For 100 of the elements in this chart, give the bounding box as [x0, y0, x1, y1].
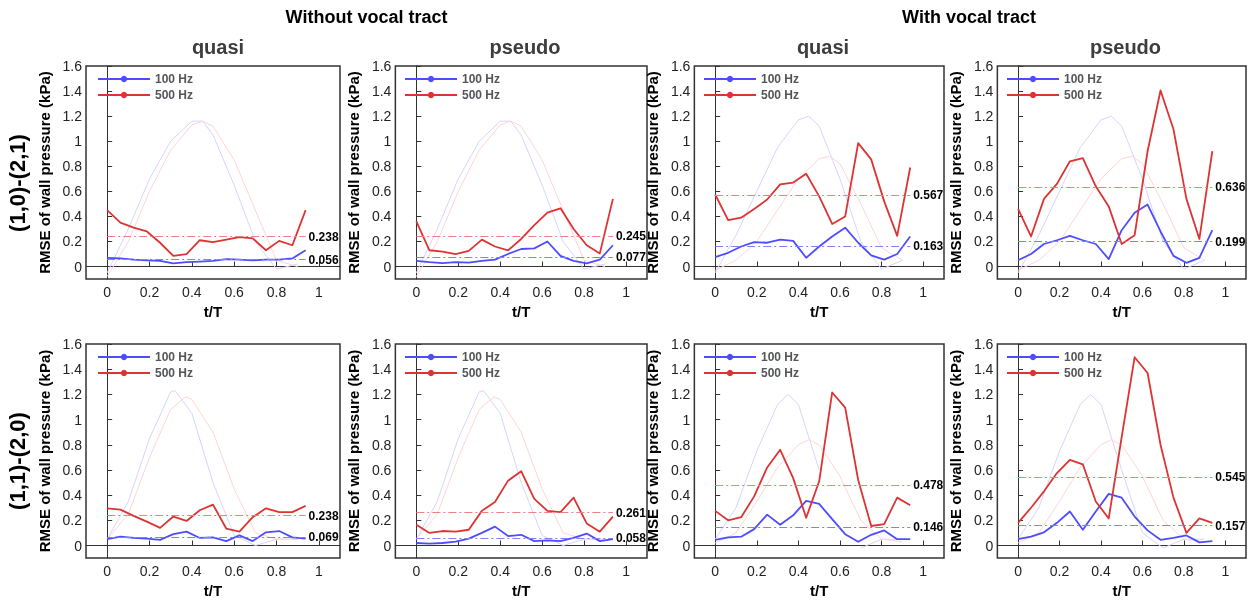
y-tick-label: 1	[682, 411, 691, 428]
legend-label: 500 Hz	[155, 88, 194, 102]
x-axis-title: t/T	[512, 303, 531, 320]
x-tick-label: 0.8	[266, 284, 287, 301]
y-tick-label: 0.2	[973, 512, 994, 529]
y-tick-label: 1.2	[670, 108, 691, 125]
line-series	[714, 499, 912, 543]
y-tick-label: 1.2	[371, 386, 392, 403]
x-axis-title: t/T	[1112, 303, 1131, 320]
y-tick-label: 1.2	[62, 108, 83, 125]
y-tick-label: 1.4	[670, 361, 691, 378]
line-series	[1017, 393, 1206, 549]
y-tick-label: 0	[74, 258, 83, 275]
x-tick-label: 0.8	[1174, 284, 1194, 301]
x-tick-label: 0.2	[139, 284, 160, 301]
x-tick-label: 0.6	[224, 563, 245, 580]
x-tick-label: 0.4	[788, 563, 809, 580]
x-tick-label: 0.6	[830, 563, 850, 580]
legend-label: 500 Hz	[462, 88, 501, 102]
y-tick-label: 1.2	[371, 108, 392, 125]
x-axis-title: t/T	[512, 582, 531, 599]
x-tick-label: 0.2	[1049, 284, 1070, 301]
legend-label: 100 Hz	[462, 350, 501, 364]
x-tick-label: 0.2	[448, 284, 469, 301]
y-tick-label: 1	[682, 133, 691, 150]
x-axis-title: t/T	[1112, 582, 1131, 599]
y-tick-label: 0.2	[371, 233, 392, 250]
y-axis-title: RMSE of wall pressure (kPa)	[947, 71, 964, 274]
y-tick-label: 0.8	[371, 158, 392, 175]
y-tick-label: 1.4	[973, 361, 994, 378]
y-tick-label: 1.2	[973, 386, 994, 403]
ref-line-label: 0.163	[913, 239, 944, 254]
y-axis-title: RMSE of wall pressure (kPa)	[35, 71, 53, 274]
text: (1,0)-(2,1)	[5, 133, 31, 232]
line-series	[1017, 203, 1214, 264]
y-tick-label: 1.6	[670, 336, 691, 352]
y-tick-label: 1.6	[371, 336, 392, 352]
y-tick-label: 1.4	[973, 83, 994, 100]
x-tick-label: 0.4	[490, 284, 511, 301]
x-tick-label: 0.6	[224, 284, 245, 301]
x-tick-label: 0.2	[139, 563, 160, 580]
y-tick-label: 1.2	[62, 386, 83, 403]
text: Without vocal tract	[285, 7, 448, 28]
legend-label: 500 Hz	[761, 88, 800, 102]
ref-line-label: 0.069	[308, 529, 339, 544]
y-tick-label: 0.4	[371, 208, 392, 225]
chart-title: pseudo	[1089, 36, 1162, 58]
legend-label: 100 Hz	[761, 72, 800, 86]
y-tick-label: 1	[985, 133, 994, 150]
y-tick-label: 1	[383, 133, 392, 150]
line-series	[106, 209, 307, 257]
line-series	[415, 240, 614, 265]
y-tick-label: 0.4	[973, 208, 994, 225]
legend-label: 100 Hz	[155, 350, 194, 364]
y-tick-label: 1	[383, 411, 392, 428]
ref-line-label: 0.077	[615, 249, 647, 264]
legend-label: 500 Hz	[1064, 366, 1103, 380]
x-tick-label: 0.4	[1091, 563, 1111, 580]
x-tick-label: 1	[622, 284, 631, 301]
x-tick-label: 0.4	[490, 563, 511, 580]
line-series	[1017, 155, 1206, 271]
legend-label: 100 Hz	[1064, 350, 1103, 364]
x-tick-label: 1	[622, 563, 631, 580]
line-series	[714, 226, 912, 261]
legend-label: 100 Hz	[1064, 72, 1103, 86]
y-tick-label: 1.4	[371, 83, 392, 100]
y-tick-label: 0	[985, 537, 994, 554]
y-tick-label: 0.2	[62, 512, 83, 529]
line-series	[106, 503, 307, 533]
y-tick-label: 0.6	[371, 461, 392, 478]
y-tick-label: 1.4	[670, 83, 691, 100]
ref-line-label: 0.567	[913, 188, 944, 203]
y-tick-label: 1.4	[62, 83, 83, 100]
y-tick-label: 0.6	[371, 183, 392, 200]
x-tick-label: 0.6	[532, 563, 553, 580]
line-series	[714, 115, 903, 274]
y-tick-label: 0.4	[62, 487, 83, 504]
y-tick-label: 0.6	[973, 461, 994, 478]
x-tick-label: 0.4	[1091, 284, 1111, 301]
x-tick-label: 0.8	[871, 563, 892, 580]
y-tick-label: 0.4	[670, 487, 691, 504]
chart-title: pseudo	[489, 36, 561, 58]
x-tick-label: 1	[1221, 563, 1230, 580]
line-series	[1017, 492, 1214, 544]
legend-label: 500 Hz	[761, 366, 800, 380]
x-tick-label: 1	[919, 563, 928, 580]
y-tick-label: 1	[985, 411, 994, 428]
y-tick-label: 0.6	[62, 461, 83, 478]
y-tick-label: 0	[985, 258, 994, 275]
line-series	[714, 142, 912, 237]
line-series	[106, 530, 307, 542]
line-series	[415, 197, 614, 255]
legend-label: 100 Hz	[155, 72, 194, 86]
text: (1,1)-(2,0)	[5, 411, 31, 510]
line-series	[1017, 89, 1214, 245]
y-tick-label: 1	[74, 411, 83, 428]
y-tick-label: 0	[682, 258, 691, 275]
y-tick-label: 1.6	[62, 336, 83, 352]
y-tick-label: 0.6	[62, 183, 83, 200]
x-tick-label: 0.4	[182, 284, 202, 301]
